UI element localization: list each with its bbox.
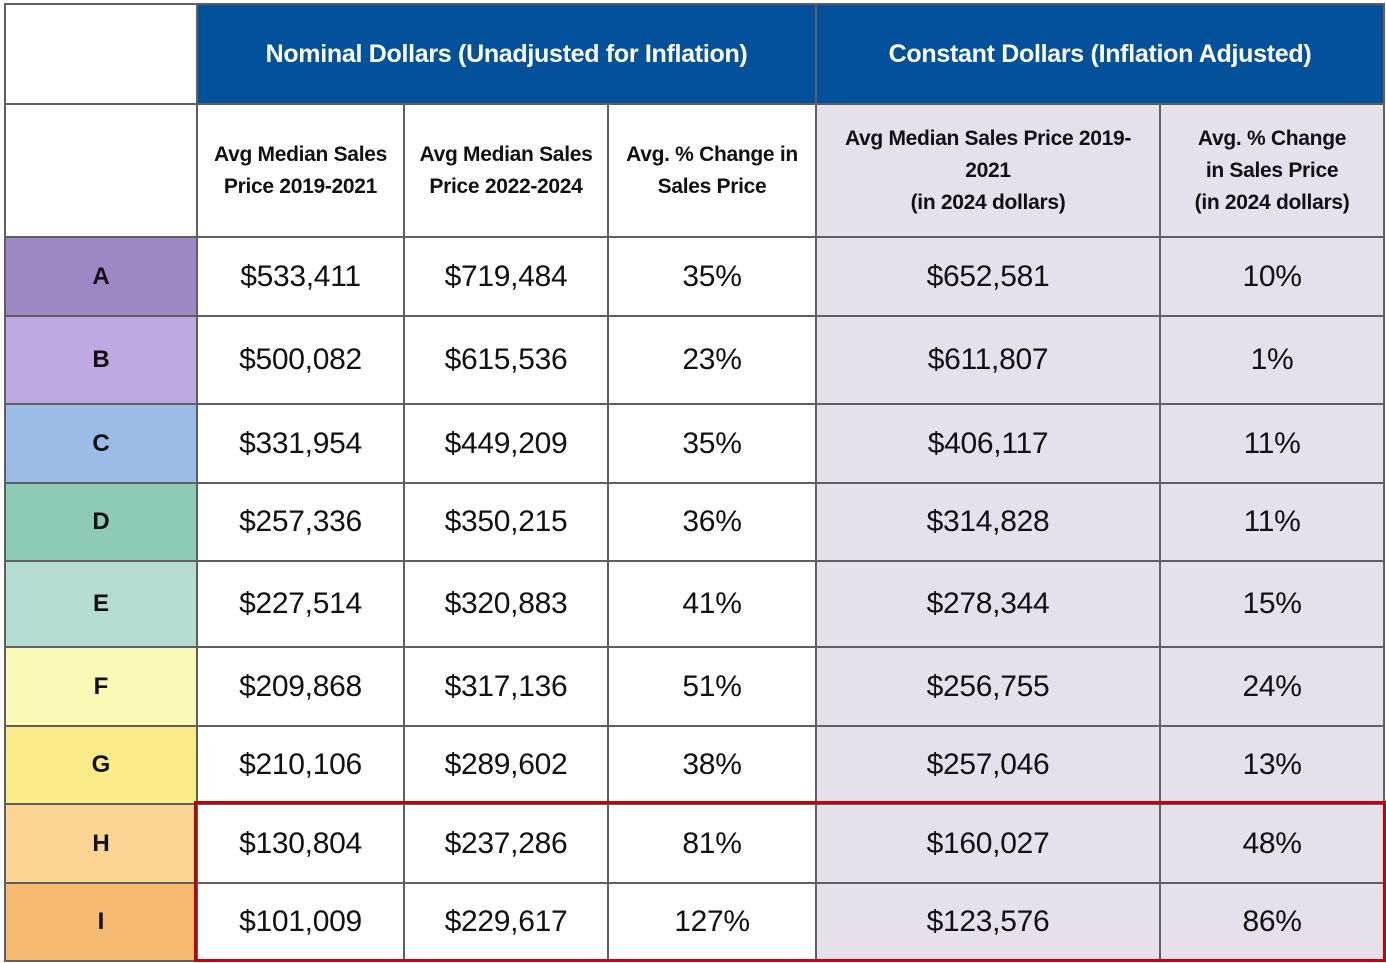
row-label: B xyxy=(4,315,198,405)
cell-constant-pct-change: 48% xyxy=(1159,803,1386,884)
cell-nominal-pct-change: 23% xyxy=(606,315,818,405)
cell-nominal-2019-2021: $257,336 xyxy=(196,482,405,562)
cell-constant-2019-2021: $123,576 xyxy=(815,882,1162,962)
header-line: Avg. % Change in xyxy=(626,142,798,166)
header-line: in Sales Price xyxy=(1205,158,1339,182)
cell-nominal-2019-2021: $533,411 xyxy=(196,236,405,317)
cell-nominal-pct-change: 38% xyxy=(606,725,818,805)
column-header-row: Avg Median Sales Price 2019-2021 Avg Med… xyxy=(4,103,1386,238)
cell-constant-2019-2021: $257,046 xyxy=(815,725,1162,805)
cell-constant-2019-2021: $406,117 xyxy=(815,403,1162,484)
corner-cell xyxy=(4,3,198,105)
cell-nominal-2019-2021: $500,082 xyxy=(196,315,405,405)
cell-constant-pct-change: 11% xyxy=(1159,403,1386,484)
cell-nominal-2022-2024: $289,602 xyxy=(403,725,609,805)
cell-nominal-2022-2024: $449,209 xyxy=(403,403,609,484)
group-header-row: Nominal Dollars (Unadjusted for Inflatio… xyxy=(4,3,1386,105)
col-header-constant-2019-2021: Avg Median Sales Price 2019- 2021 (in 20… xyxy=(815,103,1162,238)
cell-constant-pct-change: 13% xyxy=(1159,725,1386,805)
header-line: Avg. % Change xyxy=(1197,126,1347,150)
table-row: G $210,106 $289,602 38% $257,046 13% xyxy=(4,725,1386,805)
cell-constant-pct-change: 1% xyxy=(1159,315,1386,405)
cell-nominal-2022-2024: $615,536 xyxy=(403,315,609,405)
header-line: 2021 xyxy=(965,158,1011,182)
col-header-nominal-pct-change: Avg. % Change in Sales Price xyxy=(606,103,818,238)
cell-constant-2019-2021: $278,344 xyxy=(815,560,1162,648)
cell-nominal-pct-change: 35% xyxy=(606,403,818,484)
header-line: Price 2022-2024 xyxy=(429,174,583,198)
row-label: G xyxy=(4,725,198,805)
cell-nominal-2019-2021: $210,106 xyxy=(196,725,405,805)
row-label: A xyxy=(4,236,198,317)
cell-constant-2019-2021: $652,581 xyxy=(815,236,1162,317)
header-line: Avg Median Sales xyxy=(214,142,387,166)
table-row: E $227,514 $320,883 41% $278,344 15% xyxy=(4,560,1386,648)
header-line: (in 2024 dollars) xyxy=(1194,190,1350,214)
table-row: C $331,954 $449,209 35% $406,117 11% xyxy=(4,403,1386,484)
cell-constant-pct-change: 15% xyxy=(1159,560,1386,648)
cell-constant-2019-2021: $611,807 xyxy=(815,315,1162,405)
row-label: I xyxy=(4,882,198,962)
label-header-cell xyxy=(4,103,198,238)
row-label: F xyxy=(4,646,198,727)
cell-nominal-pct-change: 41% xyxy=(606,560,818,648)
cell-nominal-2022-2024: $320,883 xyxy=(403,560,609,648)
table-body: A $533,411 $719,484 35% $652,581 10% B $500,082… xyxy=(4,236,1386,962)
table-row: B $500,082 $615,536 23% $611,807 1% xyxy=(4,315,1386,405)
cell-nominal-2019-2021: $227,514 xyxy=(196,560,405,648)
cell-nominal-2022-2024: $229,617 xyxy=(403,882,609,962)
cell-constant-2019-2021: $160,027 xyxy=(815,803,1162,884)
table-row: A $533,411 $719,484 35% $652,581 10% xyxy=(4,236,1386,317)
cell-constant-pct-change: 86% xyxy=(1159,882,1386,962)
row-label: D xyxy=(4,482,198,562)
header-line: Sales Price xyxy=(657,174,767,198)
cell-nominal-pct-change: 36% xyxy=(606,482,818,562)
header-line: Avg Median Sales xyxy=(419,142,593,166)
cell-constant-2019-2021: $314,828 xyxy=(815,482,1162,562)
cell-nominal-pct-change: 127% xyxy=(606,882,818,962)
table-row: I $101,009 $229,617 127% $123,576 86% xyxy=(4,882,1386,962)
col-header-nominal-2022-2024: Avg Median Sales Price 2022-2024 xyxy=(403,103,609,238)
row-label: H xyxy=(4,803,198,884)
cell-nominal-2022-2024: $719,484 xyxy=(403,236,609,317)
cell-constant-pct-change: 10% xyxy=(1159,236,1386,317)
cell-constant-pct-change: 24% xyxy=(1159,646,1386,727)
cell-nominal-pct-change: 35% xyxy=(606,236,818,317)
cell-nominal-2022-2024: $237,286 xyxy=(403,803,609,884)
cell-nominal-2022-2024: $350,215 xyxy=(403,482,609,562)
group-header-constant: Constant Dollars (Inflation Adjusted) xyxy=(815,3,1386,105)
row-label: C xyxy=(4,403,198,484)
cell-nominal-2019-2021: $130,804 xyxy=(196,803,405,884)
table-row: F $209,868 $317,136 51% $256,755 24% xyxy=(4,646,1386,727)
cell-constant-2019-2021: $256,755 xyxy=(815,646,1162,727)
header-line: (in 2024 dollars) xyxy=(910,190,1066,214)
cell-nominal-pct-change: 81% xyxy=(606,803,818,884)
col-header-constant-pct-change: Avg. % Change in Sales Price (in 2024 do… xyxy=(1159,103,1386,238)
table-row: D $257,336 $350,215 36% $314,828 11% xyxy=(4,482,1386,562)
cell-nominal-2019-2021: $101,009 xyxy=(196,882,405,962)
cell-nominal-pct-change: 51% xyxy=(606,646,818,727)
cell-nominal-2019-2021: $209,868 xyxy=(196,646,405,727)
cell-nominal-2019-2021: $331,954 xyxy=(196,403,405,484)
sales-price-table: Nominal Dollars (Unadjusted for Inflatio… xyxy=(4,3,1386,962)
col-header-nominal-2019-2021: Avg Median Sales Price 2019-2021 xyxy=(196,103,405,238)
header-line: Avg Median Sales Price 2019- xyxy=(844,126,1132,150)
row-label: E xyxy=(4,560,198,648)
cell-constant-pct-change: 11% xyxy=(1159,482,1386,562)
header-line: Price 2019-2021 xyxy=(223,174,378,198)
group-header-nominal: Nominal Dollars (Unadjusted for Inflatio… xyxy=(195,3,818,105)
table-row: H $130,804 $237,286 81% $160,027 48% xyxy=(4,803,1386,884)
cell-nominal-2022-2024: $317,136 xyxy=(403,646,609,727)
